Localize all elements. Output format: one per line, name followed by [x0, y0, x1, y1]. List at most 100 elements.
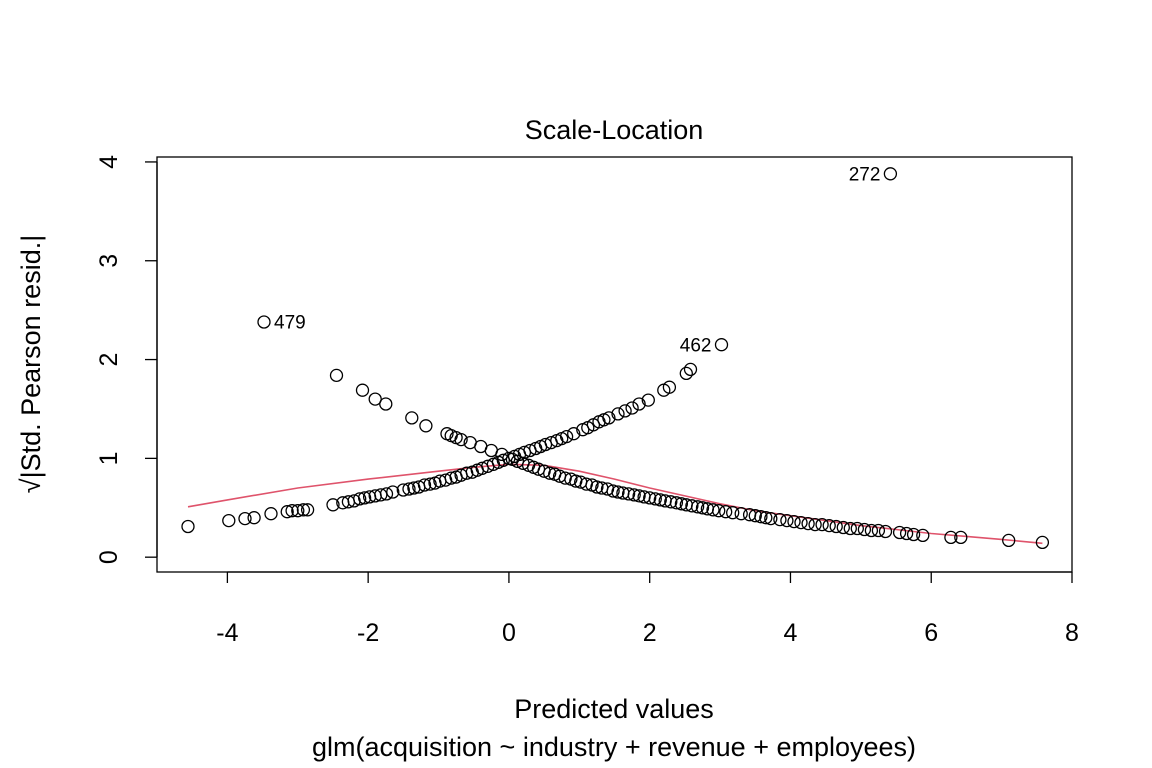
data-point	[836, 520, 850, 535]
smoother-layer	[187, 463, 1043, 545]
data-point	[625, 401, 639, 415]
data-point	[374, 488, 388, 502]
data-point	[618, 404, 632, 418]
y-tick-label: 3	[95, 254, 123, 268]
x-axis: -4 -2 0 2 4 6 8	[216, 571, 1079, 647]
data-point	[695, 501, 710, 515]
data-point	[815, 517, 829, 532]
data-point	[627, 488, 641, 502]
data-point	[653, 493, 667, 507]
x-tick-label: -4	[216, 619, 238, 647]
data-point	[685, 499, 699, 513]
data-point	[606, 484, 620, 498]
data-point	[906, 527, 921, 542]
y-tick-label: 1	[95, 451, 123, 465]
point-label: 272	[849, 164, 881, 185]
points-layer	[181, 167, 1050, 550]
data-point	[280, 505, 294, 519]
data-point	[559, 429, 574, 444]
data-point	[954, 530, 968, 545]
point-labels-layer: 272 479 462	[274, 164, 880, 356]
chart-subtitle: glm(acquisition ~ industry + revenue + e…	[312, 732, 916, 762]
data-point	[238, 511, 252, 526]
data-point	[419, 419, 433, 433]
data-point	[754, 510, 768, 524]
data-point	[329, 368, 344, 383]
data-point	[648, 492, 662, 506]
data-point	[871, 523, 886, 538]
data-point	[664, 495, 678, 509]
y-axis: 0 1 2 3 4	[95, 155, 158, 564]
data-point	[843, 521, 857, 536]
x-tick-label: 2	[643, 619, 657, 647]
data-point	[1035, 535, 1050, 550]
data-point	[780, 513, 794, 528]
x-tick-label: 4	[784, 619, 798, 647]
data-point	[808, 517, 822, 532]
data-point	[291, 504, 305, 518]
data-point	[264, 507, 278, 521]
data-point	[405, 411, 419, 425]
data-point	[674, 497, 689, 511]
y-axis-label: √|Std. Pearson resid.|	[16, 235, 46, 493]
data-point	[621, 487, 636, 501]
y-tick-label: 2	[95, 353, 123, 367]
data-point	[801, 516, 815, 531]
point-label: 462	[680, 335, 712, 356]
data-point	[423, 477, 437, 491]
data-point	[495, 447, 509, 462]
data-point	[683, 362, 698, 377]
data-point	[726, 506, 740, 520]
data-point	[296, 503, 311, 517]
data-point	[690, 500, 705, 514]
x-tick-label: 6	[924, 619, 938, 647]
data-point	[643, 491, 657, 505]
data-point	[764, 511, 778, 526]
data-point	[247, 511, 261, 525]
data-point	[916, 528, 930, 543]
data-point	[773, 512, 787, 527]
data-point	[353, 492, 367, 506]
data-point	[734, 507, 748, 521]
data-point	[669, 496, 684, 510]
data-point	[662, 380, 677, 394]
data-point	[748, 509, 762, 523]
data-point	[878, 524, 893, 539]
data-point	[379, 487, 394, 501]
data-point	[706, 503, 720, 517]
data-point	[402, 482, 416, 496]
y-tick-label: 0	[95, 550, 123, 564]
data-point	[444, 471, 458, 485]
data-point	[611, 407, 625, 421]
data-point	[368, 392, 382, 406]
data-point	[611, 485, 625, 499]
data-point	[944, 530, 958, 545]
data-point	[822, 518, 836, 533]
point-label: 479	[274, 313, 306, 334]
data-point	[794, 515, 808, 530]
data-point	[386, 485, 400, 499]
data-point	[759, 511, 773, 525]
data-point	[543, 466, 557, 480]
data-point	[899, 526, 914, 541]
data-point	[590, 480, 604, 494]
data-point	[850, 521, 864, 536]
data-point	[829, 519, 843, 534]
data-point	[355, 383, 370, 397]
data-point	[1002, 533, 1016, 548]
data-point	[454, 432, 468, 447]
data-point	[379, 397, 393, 411]
data-point	[181, 519, 195, 534]
data-point	[883, 167, 898, 181]
data-point	[641, 393, 655, 407]
data-point	[857, 522, 872, 537]
data-point	[632, 397, 646, 411]
data-point	[300, 503, 315, 517]
x-tick-label: -2	[357, 619, 379, 647]
chart-title: Scale-Location	[525, 115, 704, 145]
data-point	[326, 498, 340, 512]
data-point	[864, 523, 879, 538]
x-axis-label: Predicted values	[514, 694, 714, 724]
data-point	[679, 366, 693, 381]
